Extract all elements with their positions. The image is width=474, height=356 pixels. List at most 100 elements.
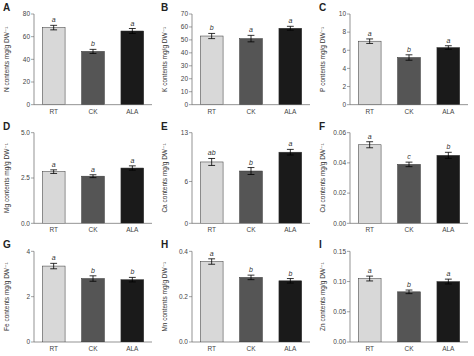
y-axis-line [34,251,35,342]
y-tick-label: 0.00 [333,220,346,227]
panel-label: G [3,239,11,250]
error-bar [50,263,57,268]
error-bar [90,276,97,281]
y-tick-label: 20 [23,78,31,85]
y-axis-label: Mn contents mg/g DW⁻¹ [161,261,169,332]
bar [358,145,381,224]
y-axis-line [34,14,35,105]
bar [42,266,65,342]
significance-label: a [210,250,214,257]
y-tick [347,342,350,343]
figure: AN contents mg/g DW⁻¹020406080RTCKALAaba… [0,0,474,356]
y-tick [189,104,192,105]
y-tick-label: 80 [23,10,31,17]
y-tick [189,132,192,133]
significance-label: b [210,24,214,31]
plot-area [42,166,143,223]
y-axis-label: Zn contents mg/g DW⁻¹ [319,262,327,331]
y-tick-label: 0 [184,101,188,108]
plot-area [42,263,143,342]
error-bar [129,29,136,34]
significance-label: a [249,26,253,33]
panel-label: H [161,239,168,250]
y-tick [347,104,350,105]
x-tick-label: CK [404,108,414,115]
x-tick-label: ALA [442,226,455,233]
panel: FCu contents mg/g DW⁻¹0.000.020.040.06RT… [319,121,468,234]
y-tick [347,162,350,163]
y-tick-label: 0.15 [333,248,346,255]
y-axis-label: Cu contents mg/g DW⁻¹ [319,143,327,213]
y-tick-label: 13 [181,129,189,136]
error-bar [208,158,215,165]
panel: BK contents mg/g DW⁻¹010203040506070RTCK… [161,2,310,115]
significance-label: a [52,16,56,23]
y-tick-label: 8 [342,28,346,35]
y-tick-label: 0.05 [333,308,346,315]
y-tick [189,78,192,79]
y-tick-label: 0.00 [333,338,346,345]
y-tick [31,82,34,83]
y-tick-label: 0 [26,338,30,345]
x-tick-label: RT [49,345,58,352]
plot-area [200,149,301,223]
x-tick-label: RT [207,226,216,233]
significance-label: a [91,166,95,173]
bar [121,280,144,342]
panel: IZn contents mg/g DW⁻¹0.000.050.100.15RT… [319,239,468,352]
error-bar [287,279,294,284]
significance-label: a [446,37,450,44]
y-tick [347,32,350,33]
bar [279,152,302,223]
significance-label: b [446,143,450,150]
y-axis-line [192,251,193,342]
y-tick-label: 40 [181,49,189,56]
significance-label: b [91,40,95,47]
significance-label: a [368,133,372,140]
panel-label: E [161,121,168,132]
bar [200,36,223,105]
significance-label: a [368,267,372,274]
bar [279,28,302,104]
panel-label: B [161,2,168,13]
y-tick [31,14,34,15]
significance-label: b [249,266,253,273]
y-tick-label: 2.5 [21,174,30,181]
error-bar [445,46,452,50]
bar [82,279,105,342]
significance-label: a [130,20,134,27]
bar [121,168,144,223]
significance-label: ab [208,149,216,156]
x-tick-label: ALA [284,226,297,233]
y-tick [347,281,350,282]
significance-label: b [288,270,292,277]
bar [240,171,263,223]
y-tick-label: 4 [342,65,346,72]
y-tick [347,193,350,194]
y-tick-label: 30 [181,62,189,69]
bar [437,48,460,105]
significance-label: b [91,267,95,274]
y-tick-label: 6 [342,47,346,54]
x-tick-label: CK [246,108,256,115]
y-axis-line [192,133,193,224]
y-tick-label: 0 [26,101,30,108]
y-tick-label: 0.02 [333,189,346,196]
significance-label: a [130,157,134,164]
panel: DMg contents mg/g DW⁻¹0.02.55.0RTCKALAaa… [3,121,152,234]
x-tick-label: CK [88,108,98,115]
error-bar [445,279,452,284]
x-tick-label: RT [365,226,374,233]
bar [358,41,381,104]
x-tick-label: ALA [126,108,139,115]
y-tick-label: 6 [184,178,188,185]
plot-area [200,259,301,342]
plot-area [358,142,459,224]
x-tick-label: ALA [442,108,455,115]
y-tick [347,251,350,252]
significance-label: b [130,268,134,275]
x-tick-label: RT [207,345,216,352]
y-tick-label: 2 [342,83,346,90]
error-bar [287,26,294,30]
y-tick-label: 4 [26,248,30,255]
